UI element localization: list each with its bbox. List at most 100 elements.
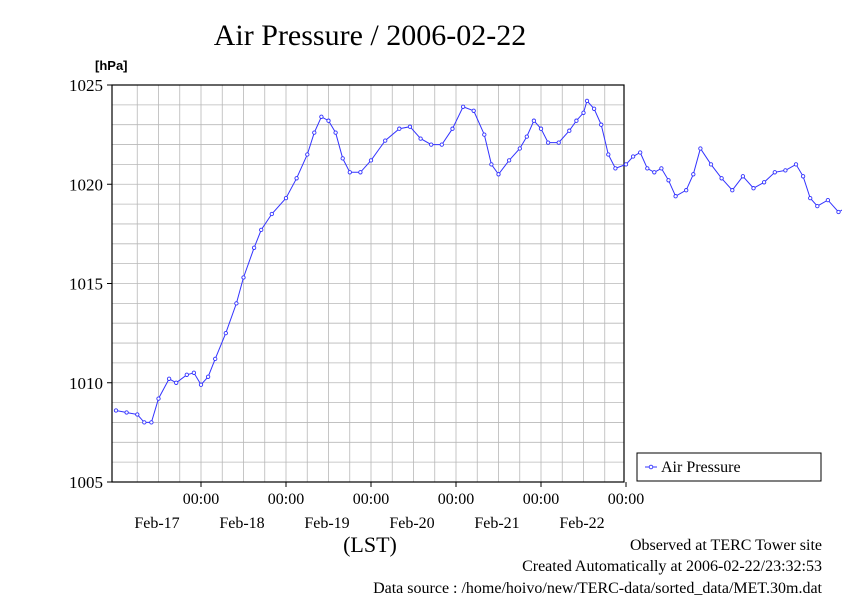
x-tick-date-label: Feb-19 — [304, 515, 349, 532]
data-point-air-pressure — [347, 170, 352, 175]
x-tick-time-label: 00:00 — [608, 491, 644, 508]
data-point-air-pressure — [340, 156, 345, 161]
series-air-pressure — [113, 98, 842, 425]
y-axis-unit: [hPa] — [95, 58, 128, 73]
data-point-air-pressure — [581, 110, 586, 115]
data-point-air-pressure — [524, 134, 529, 139]
data-point-air-pressure — [234, 301, 239, 306]
data-point-air-pressure — [241, 275, 246, 280]
data-point-air-pressure — [358, 170, 363, 175]
series-line-air-pressure — [115, 99, 842, 423]
data-point-air-pressure — [460, 104, 466, 109]
data-point-air-pressure — [269, 211, 274, 217]
x-tick-date-label: Feb-17 — [134, 515, 179, 532]
data-point-air-pressure — [630, 154, 636, 159]
data-point-air-pressure — [283, 195, 289, 201]
data-point-air-pressure — [708, 162, 714, 167]
data-point-air-pressure — [567, 128, 572, 133]
x-tick-time-label: 00:00 — [523, 491, 559, 508]
data-point-air-pressure — [124, 410, 129, 415]
data-point-air-pressure — [506, 158, 512, 163]
data-point-air-pressure — [213, 356, 218, 362]
data-point-air-pressure — [740, 174, 746, 179]
data-point-air-pressure — [666, 178, 671, 183]
data-point-air-pressure — [793, 162, 799, 167]
y-tick-label: 1020 — [69, 175, 103, 194]
data-point-air-pressure — [191, 370, 197, 375]
data-point-air-pressure — [556, 140, 561, 145]
data-point-air-pressure — [538, 126, 544, 131]
footer-created-timestamp: Created Automatically at 2006-02-22/23:3… — [522, 558, 822, 575]
data-point-air-pressure — [397, 126, 402, 131]
data-point-air-pressure — [251, 245, 257, 250]
data-point-air-pressure — [684, 188, 689, 193]
data-point-air-pressure — [545, 140, 551, 145]
data-point-air-pressure — [531, 118, 537, 123]
data-point-air-pressure — [450, 126, 455, 131]
data-point-air-pressure — [761, 180, 767, 185]
data-point-air-pressure — [156, 396, 161, 401]
data-point-air-pressure — [198, 382, 204, 387]
grid-lines — [112, 85, 624, 482]
data-point-air-pressure — [429, 142, 434, 147]
data-point-air-pressure — [825, 197, 831, 203]
data-point-air-pressure — [407, 124, 413, 129]
x-tick-date-label: Feb-18 — [219, 515, 264, 532]
data-point-air-pressure — [652, 170, 657, 175]
data-point-air-pressure — [751, 186, 756, 191]
data-point-air-pressure — [489, 162, 494, 167]
data-point-air-pressure — [166, 376, 172, 381]
legend-marker-swatch — [648, 464, 654, 470]
footer-data-source: Data source : /home/hoivo/new/TERC-data/… — [373, 580, 822, 595]
x-tick-date-label: Feb-21 — [474, 515, 519, 532]
legend-box — [636, 452, 822, 482]
x-tick-time-label: 00:00 — [183, 491, 219, 508]
x-tick-time-label: 00:00 — [438, 491, 474, 508]
data-point-air-pressure — [815, 203, 820, 209]
data-point-air-pressure — [305, 152, 310, 157]
legend: Air Pressure — [636, 452, 822, 482]
data-point-air-pressure — [613, 166, 618, 171]
data-point-air-pressure — [383, 138, 388, 143]
data-point-air-pressure — [673, 194, 678, 199]
data-point-air-pressure — [808, 195, 813, 201]
data-point-air-pressure — [368, 158, 374, 163]
data-point-air-pressure — [142, 420, 147, 425]
data-point-air-pressure — [584, 98, 590, 104]
chart-title: Air Pressure / 2006-02-22 — [214, 19, 526, 52]
data-point-air-pressure — [730, 188, 735, 193]
data-point-air-pressure — [184, 372, 189, 377]
data-point-air-pressure — [599, 122, 604, 127]
data-point-air-pressure — [205, 374, 211, 379]
y-axis-ticks: 1005 1010 1015 1020 1025 — [69, 76, 112, 492]
data-point-air-pressure — [645, 166, 650, 171]
data-point-air-pressure — [319, 114, 324, 119]
x-axis-ticks: 00:00Feb-1700:00Feb-1800:00Feb-1900:00Fe… — [134, 482, 644, 532]
data-point-air-pressure — [482, 132, 487, 137]
data-point-air-pressure — [259, 227, 264, 233]
data-point-air-pressure — [783, 168, 788, 173]
legend-label-air-pressure: Air Pressure — [661, 459, 741, 476]
data-point-air-pressure — [223, 330, 228, 336]
data-point-air-pressure — [135, 412, 140, 417]
data-point-air-pressure — [574, 118, 579, 123]
data-point-air-pressure — [439, 142, 444, 147]
data-point-air-pressure — [800, 174, 806, 179]
y-tick-label: 1025 — [69, 76, 103, 95]
data-point-air-pressure — [591, 106, 597, 111]
data-point-air-pressure — [113, 408, 119, 413]
data-point-air-pressure — [719, 176, 724, 181]
y-tick-label: 1005 — [69, 473, 103, 492]
x-tick-date-label: Feb-22 — [559, 515, 604, 532]
data-point-air-pressure — [517, 146, 522, 151]
data-point-air-pressure — [312, 130, 317, 135]
x-tick-time-label: 00:00 — [268, 491, 304, 508]
data-point-air-pressure — [772, 170, 777, 175]
data-point-air-pressure — [333, 130, 338, 135]
footer-observed-site: Observed at TERC Tower site — [630, 537, 822, 554]
data-point-air-pressure — [638, 150, 643, 155]
data-point-air-pressure — [659, 166, 664, 171]
x-tick-time-label: 00:00 — [353, 491, 389, 508]
data-point-air-pressure — [836, 209, 841, 215]
